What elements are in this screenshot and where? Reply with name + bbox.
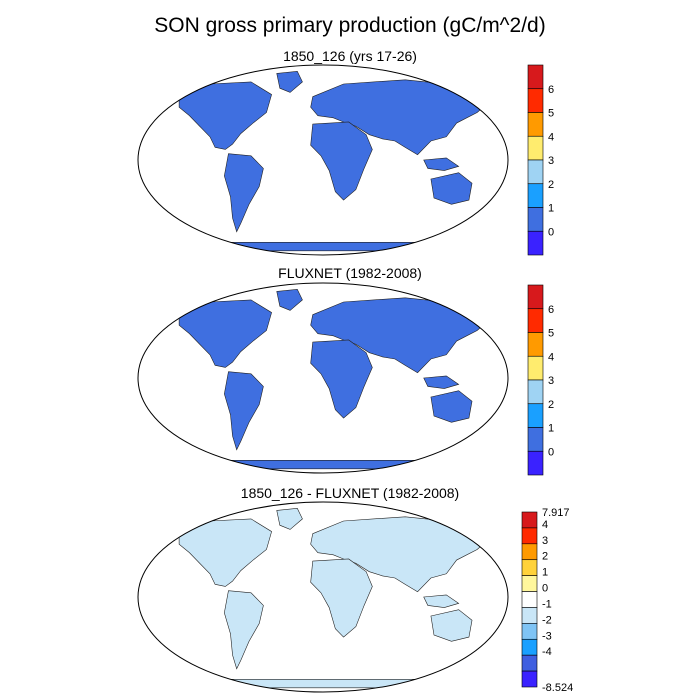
colorbar-tick-label: -4 — [542, 646, 552, 658]
colorbar-swatch — [527, 308, 544, 333]
colorbar-swatch — [527, 159, 544, 185]
map-panel-2 — [137, 282, 509, 474]
panel-3-title: 1850_126 - FLUXNET (1982-2008) — [240, 485, 460, 501]
colorbar-swatch — [527, 284, 544, 310]
colorbar-tick-label: 2 — [548, 399, 554, 411]
colorbar-swatch — [527, 88, 544, 113]
map-border — [137, 282, 509, 474]
colorbar-swatch — [527, 112, 544, 137]
colorbar-tick-label: 4 — [548, 131, 554, 143]
colorbar-swatch — [527, 135, 544, 161]
colorbar-2: 6 5 4 3 2 1 0 — [527, 284, 554, 476]
colorbar-swatch — [521, 623, 538, 640]
colorbar-tick-label: -8.524 — [542, 682, 573, 694]
colorbar-swatch — [521, 559, 538, 576]
colorbar-1: 6 5 4 3 2 1 0 — [527, 64, 554, 256]
panel-1-title: 1850_126 (yrs 17-26) — [283, 48, 417, 64]
map-border — [137, 501, 509, 693]
colorbar-swatch — [527, 355, 544, 381]
colorbar-swatch — [521, 638, 538, 656]
colorbar-swatch — [521, 607, 538, 624]
colorbar-swatch — [527, 403, 544, 428]
colorbar-swatch — [521, 591, 538, 608]
colorbar-swatch — [521, 527, 538, 545]
colorbar-tick-label: 6 — [548, 84, 554, 96]
colorbar-swatch — [521, 654, 538, 672]
panel-2-title: FLUXNET (1982-2008) — [278, 265, 422, 281]
colorbar-tick-label: 4 — [542, 519, 548, 531]
colorbar-tick-label: 0 — [548, 446, 554, 458]
colorbar-tick-label: 3 — [548, 375, 554, 387]
colorbar-swatch — [527, 183, 544, 208]
colorbar-tick-label: -2 — [542, 614, 552, 626]
colorbar-swatch — [521, 670, 538, 688]
colorbar-swatch — [521, 511, 538, 529]
map-border — [137, 64, 509, 256]
colorbar-tick-label: 5 — [548, 328, 554, 340]
colorbar-swatch — [527, 450, 544, 476]
colorbar-tick-label: 2 — [548, 179, 554, 191]
colorbar-swatch — [521, 543, 538, 561]
colorbar-tick-label: 6 — [548, 304, 554, 316]
colorbar-swatch — [527, 207, 544, 232]
colorbar-tick-label: 0 — [548, 226, 554, 238]
colorbar-swatch — [527, 230, 544, 256]
figure-title: SON gross primary production (gC/m^2/d) — [154, 14, 546, 37]
colorbar-tick-label: 1 — [548, 423, 554, 435]
colorbar-tick-label: 5 — [548, 108, 554, 120]
colorbar-tick-label: 7.917 — [542, 507, 570, 519]
colorbar-tick-label: -1 — [542, 598, 552, 610]
map-panel-3 — [137, 501, 509, 693]
colorbar-tick-label: 3 — [542, 535, 548, 547]
colorbar-tick-label: 1 — [548, 203, 554, 215]
colorbar-swatch — [527, 64, 544, 90]
colorbar-swatch — [527, 332, 544, 357]
colorbar-tick-label: 4 — [548, 351, 554, 363]
colorbar-swatch — [527, 379, 544, 405]
colorbar-tick-label: 1 — [542, 567, 548, 579]
colorbar-tick-label: 2 — [542, 551, 548, 563]
colorbar-tick-label: 0 — [542, 583, 548, 595]
colorbar-swatch — [527, 427, 544, 452]
colorbar-tick-label: -3 — [542, 630, 552, 642]
map-panel-1 — [137, 64, 509, 256]
colorbar-swatch — [521, 575, 538, 592]
colorbar-tick-label: 3 — [548, 155, 554, 167]
